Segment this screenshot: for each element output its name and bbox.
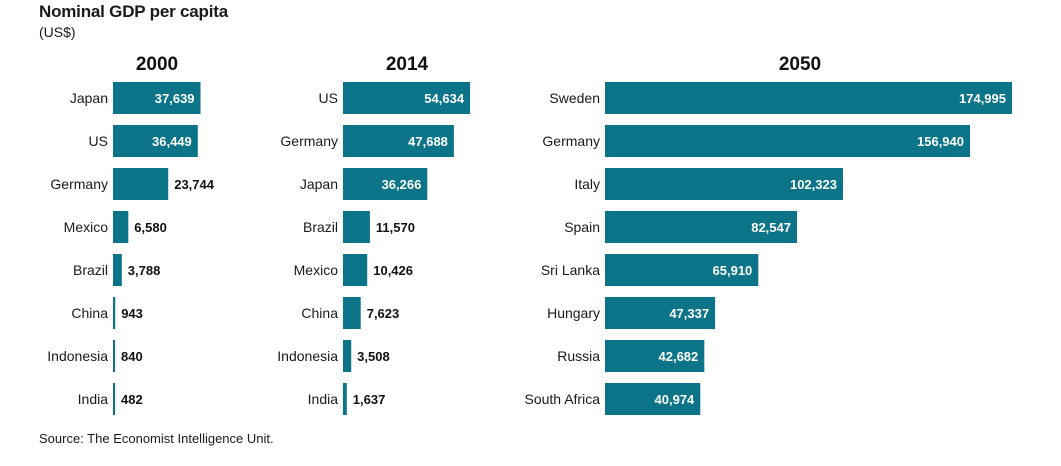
chart-title: Nominal GDP per capita xyxy=(39,2,228,21)
category-label: Russia xyxy=(557,348,600,364)
bar xyxy=(605,340,705,372)
data-label: 1,637 xyxy=(353,392,386,407)
data-label: 82,547 xyxy=(751,220,791,235)
data-label: 3,508 xyxy=(357,349,390,364)
data-label: 102,323 xyxy=(790,177,837,192)
category-label: Hungary xyxy=(547,305,600,321)
bar xyxy=(113,254,122,286)
category-label: Brazil xyxy=(303,219,338,235)
data-label: 3,788 xyxy=(128,263,161,278)
data-label: 36,266 xyxy=(382,177,422,192)
data-label: 840 xyxy=(121,349,143,364)
data-label: 40,974 xyxy=(655,392,696,407)
category-label: China xyxy=(71,305,108,321)
bar xyxy=(605,168,843,200)
category-label: Sri Lanka xyxy=(541,262,600,278)
bar xyxy=(113,125,198,157)
bar xyxy=(343,82,471,114)
bar xyxy=(113,211,129,243)
category-label: Japan xyxy=(70,90,108,106)
category-label: Germany xyxy=(280,133,338,149)
data-label: 47,688 xyxy=(408,134,448,149)
category-label: India xyxy=(78,391,109,407)
category-label: Spain xyxy=(564,219,600,235)
data-label: 943 xyxy=(121,306,143,321)
bar xyxy=(605,211,797,243)
data-label: 54,634 xyxy=(424,91,465,106)
data-label: 42,682 xyxy=(659,349,699,364)
bar xyxy=(113,340,115,372)
bar xyxy=(113,383,115,415)
bar xyxy=(605,82,1012,114)
bar xyxy=(605,254,759,286)
bar xyxy=(343,211,370,243)
data-label: 482 xyxy=(121,392,143,407)
data-label: 47,337 xyxy=(669,306,709,321)
chart-subtitle: (US$) xyxy=(39,24,76,40)
category-label: Sweden xyxy=(549,90,600,106)
category-label: Brazil xyxy=(73,262,108,278)
bar xyxy=(605,125,970,157)
bar xyxy=(343,340,352,372)
data-label: 6,580 xyxy=(134,220,167,235)
data-label: 37,639 xyxy=(155,91,195,106)
panel-title: 2050 xyxy=(779,54,821,75)
category-label: Italy xyxy=(574,176,600,192)
panel-title: 2000 xyxy=(136,54,178,75)
data-label: 174,995 xyxy=(959,91,1006,106)
category-label: Japan xyxy=(300,176,338,192)
bar xyxy=(343,383,347,415)
category-label: Germany xyxy=(542,133,600,149)
source-note: Source: The Economist Intelligence Unit. xyxy=(39,431,274,446)
bar xyxy=(113,297,116,329)
bar xyxy=(343,125,454,157)
category-label: Mexico xyxy=(294,262,339,278)
data-label: 156,940 xyxy=(917,134,964,149)
bar xyxy=(343,297,361,329)
bar xyxy=(113,82,201,114)
data-label: 11,570 xyxy=(376,220,415,235)
bar xyxy=(605,297,716,329)
category-label: Mexico xyxy=(64,219,109,235)
bar xyxy=(343,254,368,286)
bar xyxy=(605,383,701,415)
data-label: 7,623 xyxy=(367,306,400,321)
data-label: 23,744 xyxy=(174,177,215,192)
panel-title: 2014 xyxy=(386,54,429,75)
bar xyxy=(113,168,169,200)
data-label: 36,449 xyxy=(152,134,192,149)
bar xyxy=(343,168,428,200)
category-label: Indonesia xyxy=(47,348,108,364)
category-label: Indonesia xyxy=(277,348,338,364)
category-label: US xyxy=(319,90,338,106)
category-label: US xyxy=(89,133,108,149)
data-label: 65,910 xyxy=(713,263,753,278)
category-label: India xyxy=(308,391,339,407)
category-label: China xyxy=(301,305,338,321)
data-label: 10,426 xyxy=(373,263,413,278)
category-label: Germany xyxy=(50,176,108,192)
category-label: South Africa xyxy=(525,391,601,407)
